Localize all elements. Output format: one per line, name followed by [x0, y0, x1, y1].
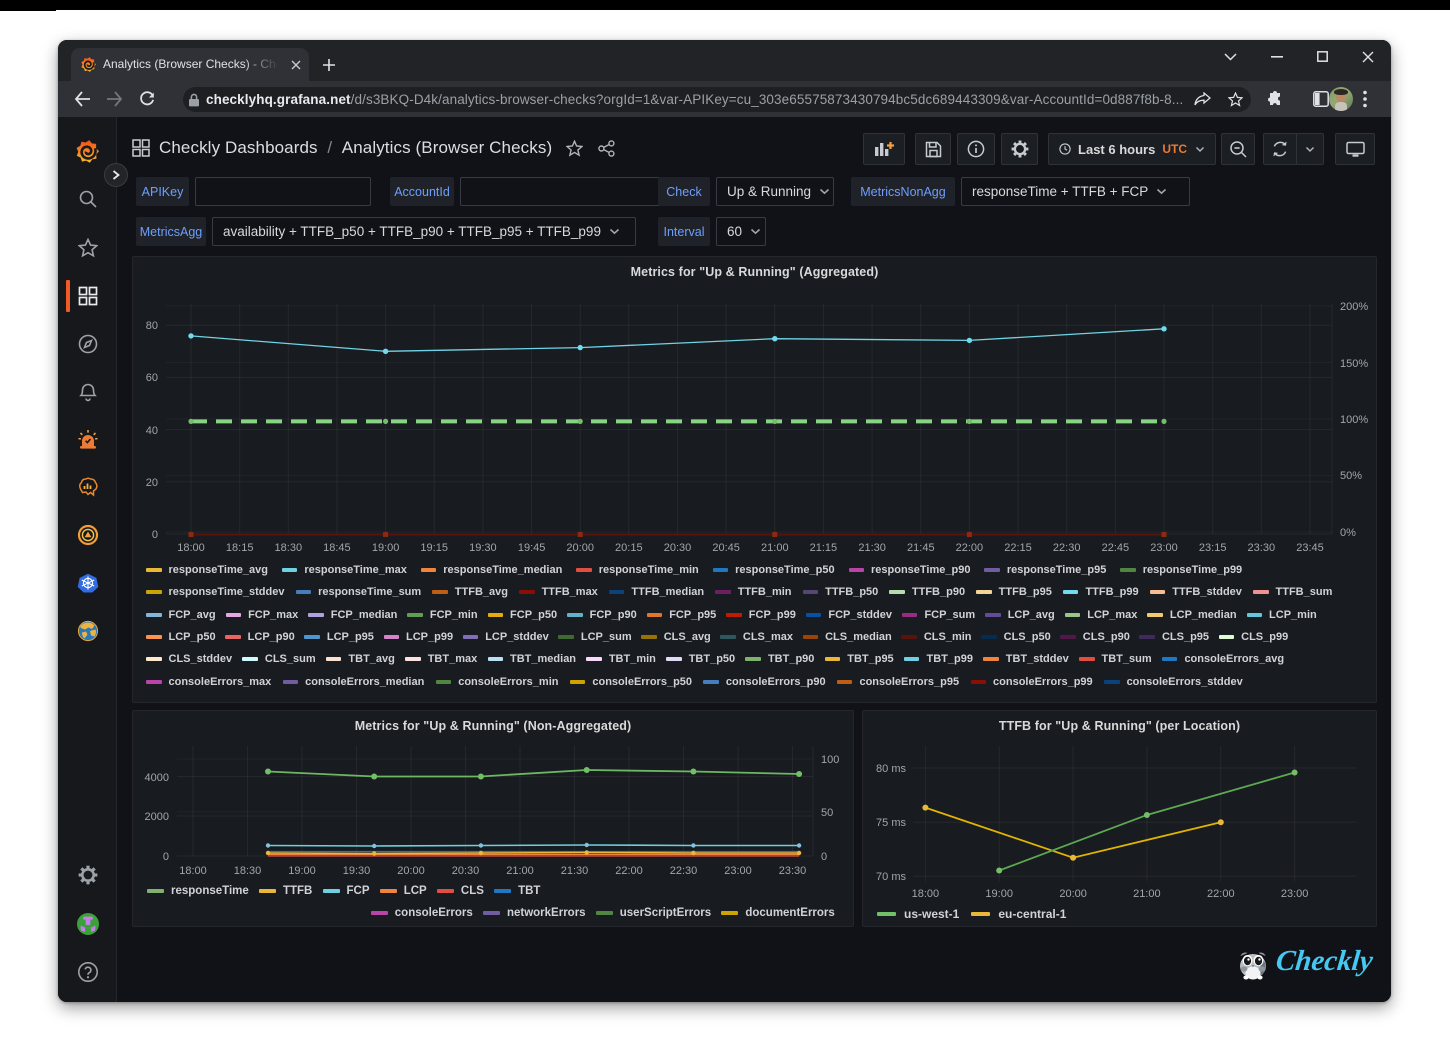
svg-text:23:30: 23:30	[779, 865, 807, 877]
svg-text:19:00: 19:00	[985, 888, 1013, 900]
svg-text:22:15: 22:15	[1004, 542, 1032, 554]
svg-text:80 ms: 80 ms	[876, 763, 906, 775]
svg-text:19:30: 19:30	[469, 542, 497, 554]
svg-text:75 ms: 75 ms	[876, 817, 906, 829]
svg-text:23:00: 23:00	[1281, 888, 1309, 900]
svg-text:21:00: 21:00	[1133, 888, 1161, 900]
svg-text:23:00: 23:00	[1150, 542, 1178, 554]
svg-text:22:00: 22:00	[1207, 888, 1235, 900]
svg-text:22:00: 22:00	[956, 542, 984, 554]
svg-text:0%: 0%	[1340, 527, 1356, 539]
svg-text:21:15: 21:15	[810, 542, 838, 554]
svg-text:0: 0	[821, 851, 827, 863]
svg-text:21:00: 21:00	[506, 865, 534, 877]
svg-text:20:30: 20:30	[452, 865, 480, 877]
svg-text:18:00: 18:00	[912, 888, 940, 900]
svg-text:50%: 50%	[1340, 470, 1362, 482]
svg-text:4000: 4000	[145, 772, 169, 784]
svg-text:18:00: 18:00	[177, 542, 205, 554]
svg-text:20:45: 20:45	[712, 542, 740, 554]
svg-text:20:30: 20:30	[664, 542, 692, 554]
svg-text:23:30: 23:30	[1248, 542, 1276, 554]
svg-text:19:00: 19:00	[372, 542, 400, 554]
svg-text:60: 60	[146, 372, 158, 384]
svg-text:22:45: 22:45	[1102, 542, 1130, 554]
svg-text:0: 0	[152, 529, 158, 541]
svg-text:21:45: 21:45	[907, 542, 935, 554]
svg-text:18:00: 18:00	[179, 865, 207, 877]
svg-text:20:15: 20:15	[615, 542, 643, 554]
svg-text:200%: 200%	[1340, 301, 1368, 313]
svg-text:0: 0	[163, 851, 169, 863]
svg-text:21:30: 21:30	[561, 865, 589, 877]
svg-text:23:45: 23:45	[1296, 542, 1324, 554]
svg-text:22:30: 22:30	[670, 865, 698, 877]
svg-text:23:00: 23:00	[724, 865, 752, 877]
svg-text:100%: 100%	[1340, 414, 1368, 426]
svg-text:18:15: 18:15	[226, 542, 254, 554]
svg-text:18:30: 18:30	[275, 542, 303, 554]
svg-text:21:00: 21:00	[761, 542, 789, 554]
svg-text:70 ms: 70 ms	[876, 871, 906, 883]
svg-text:20:00: 20:00	[566, 542, 594, 554]
svg-text:19:00: 19:00	[288, 865, 316, 877]
svg-text:21:30: 21:30	[858, 542, 886, 554]
svg-text:100: 100	[821, 754, 839, 766]
svg-text:19:45: 19:45	[518, 542, 546, 554]
svg-text:20:00: 20:00	[397, 865, 425, 877]
svg-text:19:30: 19:30	[343, 865, 371, 877]
svg-text:50: 50	[821, 807, 833, 819]
svg-text:2000: 2000	[145, 811, 169, 823]
svg-text:150%: 150%	[1340, 358, 1368, 370]
svg-text:18:45: 18:45	[323, 542, 351, 554]
svg-text:20: 20	[146, 477, 158, 489]
svg-text:18:30: 18:30	[234, 865, 262, 877]
svg-text:20:00: 20:00	[1059, 888, 1087, 900]
svg-text:22:00: 22:00	[615, 865, 643, 877]
svg-text:19:15: 19:15	[420, 542, 448, 554]
svg-text:22:30: 22:30	[1053, 542, 1081, 554]
svg-text:80: 80	[146, 320, 158, 332]
svg-text:23:15: 23:15	[1199, 542, 1227, 554]
svg-text:40: 40	[146, 425, 158, 437]
